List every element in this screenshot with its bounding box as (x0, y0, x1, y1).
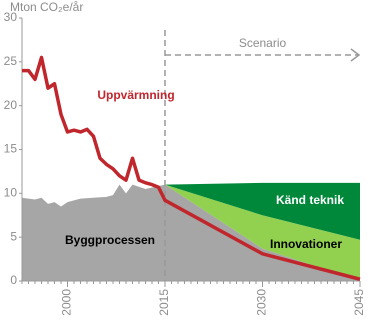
series-label: Känd teknik (276, 193, 344, 207)
y-tick-label: 25 (4, 54, 18, 68)
series-label: Uppvärmning (97, 88, 174, 102)
y-axis-label: Mton CO₂e/år (10, 0, 83, 14)
x-tick-label: 2045 (352, 289, 366, 316)
line (22, 55, 361, 281)
series-label: Innovationer (270, 237, 342, 251)
y-tick-label: 0 (10, 273, 17, 287)
y-tick-label: 10 (4, 186, 18, 200)
series-label: Byggprocessen (65, 233, 155, 247)
x-tick-label: 2030 (255, 289, 269, 316)
area (165, 184, 360, 281)
annotation: Scenario (239, 36, 287, 50)
y-tick-label: 30 (4, 10, 18, 24)
x-tick-label: 2000 (60, 289, 74, 316)
area (165, 182, 360, 240)
y-tick-label: 20 (4, 98, 18, 112)
x-tick-label: 2015 (157, 289, 171, 316)
scenario-arrowhead (350, 48, 361, 62)
y-tick-label: 15 (4, 142, 18, 156)
y-tick-label: 5 (10, 229, 17, 243)
